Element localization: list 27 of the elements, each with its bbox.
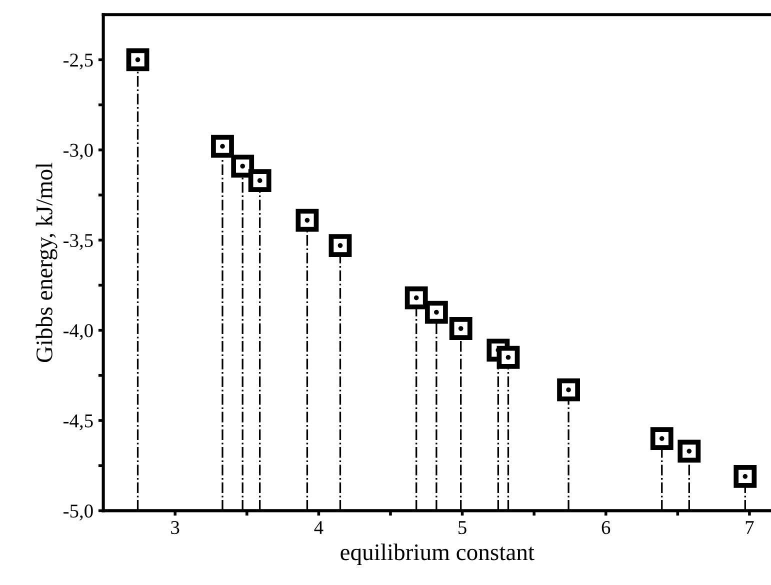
- point: [557, 378, 580, 402]
- x-tick-label: 3: [171, 521, 180, 534]
- point: [248, 169, 272, 192]
- x-tick-label: 4: [314, 521, 324, 534]
- point: [296, 208, 319, 232]
- point: [496, 346, 520, 369]
- x-tick-label: 6: [602, 521, 610, 534]
- x-axis-title: equilibrium constant: [340, 544, 534, 566]
- point: [424, 300, 448, 324]
- y-tick-label: -5,0: [64, 504, 93, 520]
- y-tick-label: -3,0: [64, 144, 93, 160]
- y-axis-title: Gibbs energy, kJ/mol: [36, 162, 58, 362]
- point: [404, 286, 428, 310]
- x-tick-label: 5: [458, 521, 466, 534]
- point: [231, 154, 254, 178]
- point: [650, 427, 674, 450]
- point: [211, 134, 234, 158]
- y-tick-label: -4,0: [64, 324, 93, 340]
- point: [328, 234, 352, 257]
- point: [734, 464, 757, 488]
- y-tick-label: -3,5: [64, 234, 93, 250]
- y-tick-label: -4,5: [64, 414, 93, 430]
- point: [449, 317, 472, 340]
- x-tick-label: 7: [746, 521, 754, 534]
- point: [126, 48, 150, 72]
- y-tick-label: -2,5: [64, 54, 93, 70]
- point: [678, 440, 701, 463]
